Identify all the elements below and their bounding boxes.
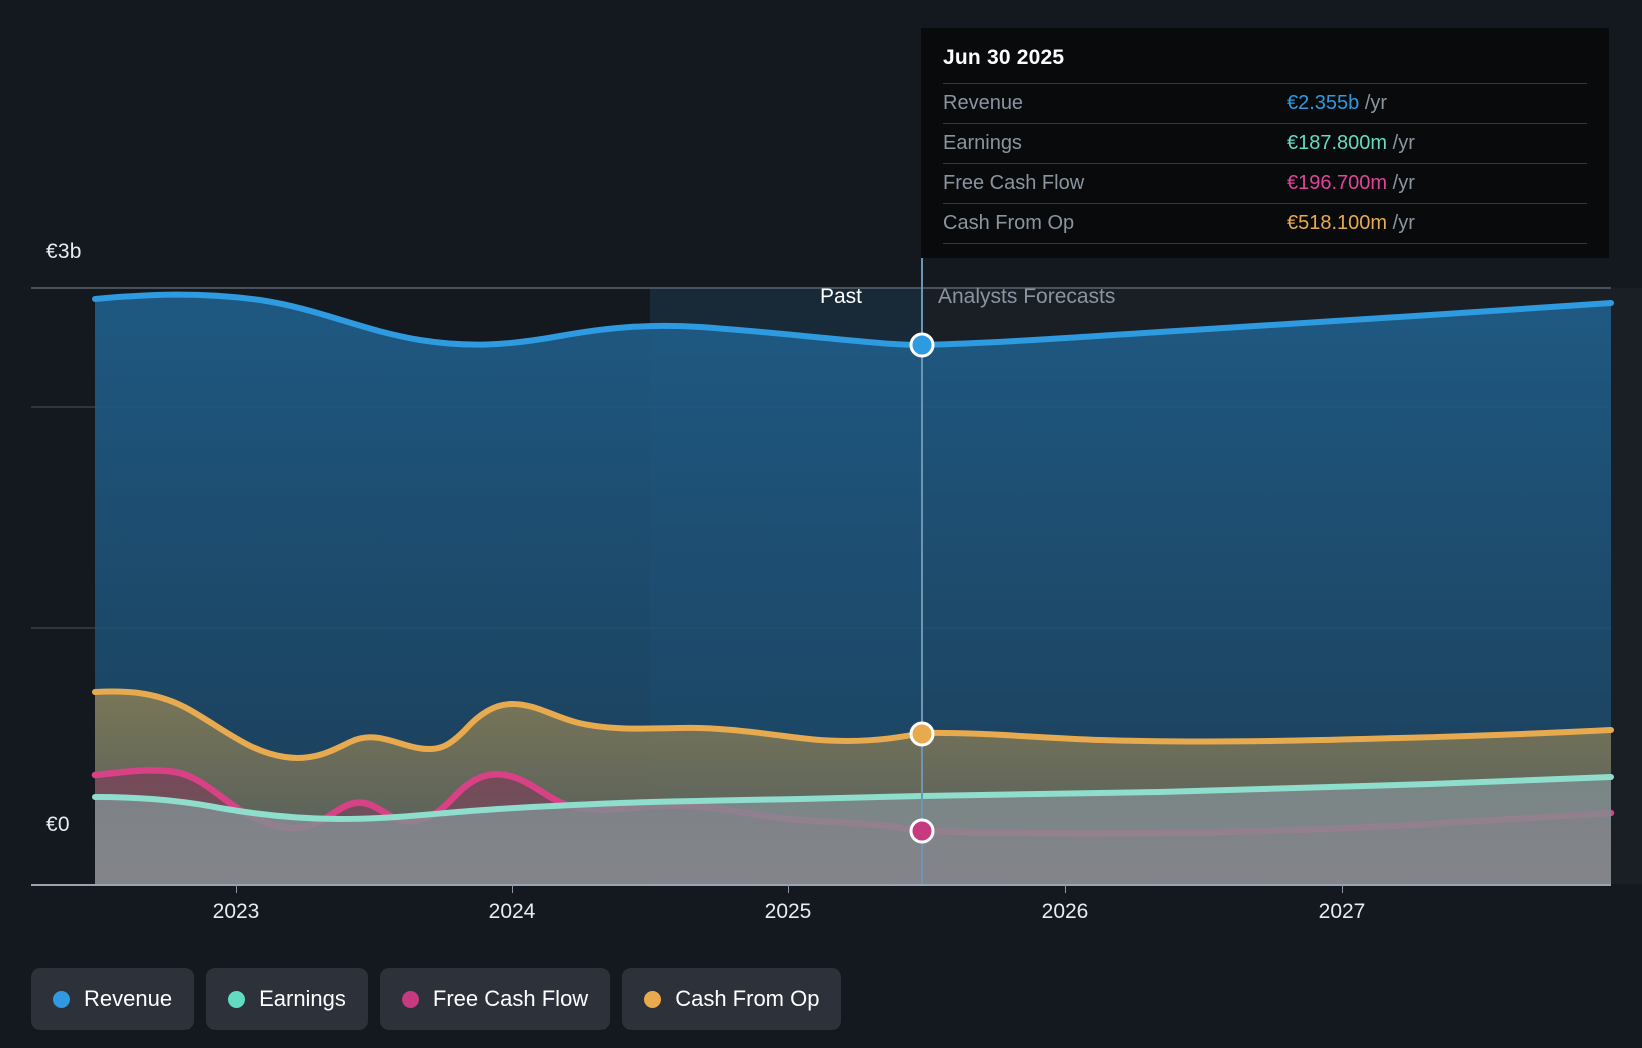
x-axis-tick-label-2025: 2025: [764, 900, 812, 923]
x-axis-tick-2024: [512, 884, 513, 893]
tooltip-metric-name: Cash From Op: [943, 212, 1075, 234]
x-axis-tick-label-2027: 2027: [1318, 900, 1366, 923]
x-axis-tick-2027: [1342, 884, 1343, 893]
revenue-marker: [909, 332, 935, 358]
cash-from-op-line: [92, 688, 1614, 761]
tooltip-rows: Revenue €2.355b /yr Earnings €187.800m /yr F…: [943, 83, 1587, 244]
tooltip-metric-name: Earnings: [943, 132, 1022, 154]
revenue-line: [92, 291, 1614, 349]
x-axis-tick-2023: [236, 884, 237, 893]
tooltip-row: Free Cash Flow €196.700m /yr: [943, 163, 1587, 203]
tooltip-metric-value: €2.355b: [1287, 92, 1360, 114]
legend-item-label: Revenue: [84, 986, 173, 1011]
tooltip-metric-value: €196.700m: [1287, 172, 1388, 194]
legend-item-free-cash-flow[interactable]: Free Cash Flow: [379, 968, 611, 1030]
x-axis-tick-label-2023: 2023: [212, 900, 260, 923]
x-axis-tick-label-2024: 2024: [488, 900, 536, 923]
free-cash-flow-marker: [909, 818, 935, 844]
tooltip-metric-unit: /yr: [1387, 132, 1415, 154]
legend-item-label: Earnings: [259, 986, 346, 1011]
legend-item-cash-from-op[interactable]: Cash From Op: [622, 968, 842, 1030]
tooltip-metric-unit: /yr: [1387, 212, 1415, 234]
cash-from-op-marker: [909, 721, 935, 747]
legend-color-dot-icon: [228, 990, 246, 1008]
y-axis-label-top: €3b: [46, 240, 82, 263]
chart-plot-area[interactable]: €3b €0 Past Analysts Forecasts: [0, 0, 1642, 888]
tooltip-metric-unit: /yr: [1359, 92, 1388, 114]
tooltip-metric-value-wrap: €187.800m /yr: [1287, 132, 1587, 155]
x-axis-tick-label-2026: 2026: [1041, 900, 1089, 923]
tooltip-metric-value: €187.800m: [1287, 132, 1388, 154]
tooltip-metric-value-wrap: €2.355b /yr: [1287, 92, 1587, 115]
chart-legend: Revenue Earnings Free Cash Flow Cash From O…: [31, 968, 842, 1030]
chart-svg: [31, 230, 1615, 885]
legend-item-earnings[interactable]: Earnings: [206, 968, 368, 1030]
legend-item-revenue[interactable]: Revenue: [31, 968, 195, 1030]
data-tooltip: Jun 30 2025 Revenue €2.355b /yr Earnings €1…: [921, 28, 1609, 258]
tooltip-row: Revenue €2.355b /yr: [943, 83, 1587, 123]
forecast-region-label: Analysts Forecasts: [938, 285, 1116, 308]
legend-item-label: Cash From Op: [675, 986, 820, 1011]
y-axis-label-zero: €0: [46, 813, 70, 836]
tooltip-row: Earnings €187.800m /yr: [943, 123, 1587, 163]
tooltip-metric-value-wrap: €518.100m /yr: [1287, 212, 1587, 235]
tooltip-metric-name: Free Cash Flow: [943, 172, 1085, 194]
tooltip-row: Cash From Op €518.100m /yr: [943, 203, 1587, 244]
tooltip-metric-name: Revenue: [943, 92, 1024, 114]
legend-color-dot-icon: [401, 990, 419, 1008]
x-axis-tick-2025: [788, 884, 789, 893]
x-axis-tick-2026: [1065, 884, 1066, 893]
x-axis-line: [31, 884, 1611, 886]
legend-item-label: Free Cash Flow: [432, 986, 589, 1011]
past-region-label: Past: [820, 285, 863, 308]
earnings-line: [92, 774, 1614, 823]
tooltip-metric-value-wrap: €196.700m /yr: [1287, 172, 1587, 195]
tooltip-metric-unit: /yr: [1387, 172, 1415, 194]
tooltip-metric-value: €518.100m: [1287, 212, 1388, 234]
tooltip-date: Jun 30 2025: [943, 46, 1065, 69]
earnings-area: [95, 777, 1611, 884]
legend-color-dot-icon: [53, 990, 70, 1008]
legend-color-dot-icon: [644, 990, 662, 1008]
